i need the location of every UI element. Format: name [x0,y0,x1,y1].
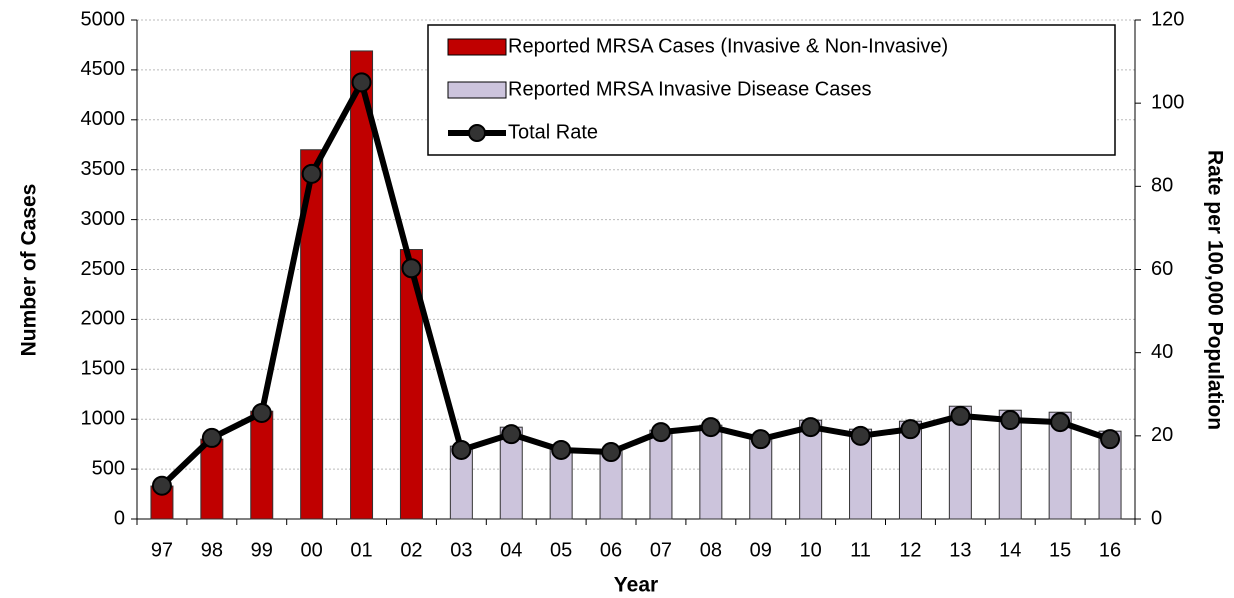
y-tick-label: 2000 [81,308,126,330]
y2-tick-label: 0 [1151,507,1162,529]
rate-marker [401,258,422,279]
x-tick-label: 00 [301,539,323,561]
legend-label: Reported MRSA Cases (Invasive & Non-Inva… [508,35,948,57]
rate-marker [850,425,871,446]
rate-marker [950,405,971,426]
x-tick-label: 07 [650,539,672,561]
rate-marker [800,417,821,438]
legend-swatch [447,81,507,99]
rate-marker [1000,410,1021,431]
y2-tick-label: 100 [1151,91,1184,113]
rate-marker [1050,412,1071,433]
legend-label: Reported MRSA Invasive Disease Cases [508,78,872,100]
rate-marker [750,429,771,450]
x-tick-label: 99 [251,539,273,561]
rate-marker [451,439,472,460]
rate-marker [601,442,622,463]
x-tick-label: 06 [600,539,622,561]
y2-tick-label: 40 [1151,341,1173,363]
bar [300,149,324,520]
x-tick-label: 98 [201,539,223,561]
y-tick-label: 1500 [81,358,126,380]
x-tick-label: 02 [400,539,422,561]
y2-tick-label: 20 [1151,424,1173,446]
bar [350,50,374,520]
legend-box [427,24,1116,156]
y-tick-label: 5000 [81,8,126,30]
x-tick-label: 05 [550,539,572,561]
bar [250,410,274,520]
y-tick-label: 3000 [81,208,126,230]
x-tick-label: 13 [949,539,971,561]
rate-marker [700,417,721,438]
rate-marker [301,163,322,184]
x-tick-label: 01 [350,539,372,561]
bar [649,429,673,520]
y2-tick-label: 120 [1151,8,1184,30]
legend: Reported MRSA Cases (Invasive & Non-Inva… [427,24,1116,156]
y2-tick-label: 60 [1151,258,1173,280]
y-tick-label: 4000 [81,108,126,130]
y-tick-label: 1000 [81,407,126,429]
y-tick-label: 2500 [81,258,126,280]
legend-swatch [447,38,507,56]
rate-marker [1100,429,1121,450]
x-tick-label: 97 [151,539,173,561]
rate-marker [351,72,372,93]
x-axis-title: Year [614,574,658,597]
x-tick-label: 16 [1099,539,1121,561]
y-tick-label: 3500 [81,158,126,180]
rate-marker [900,419,921,440]
rate-marker [251,402,272,423]
y-tick-label: 4500 [81,58,126,80]
x-tick-label: 12 [899,539,921,561]
bar [749,436,773,520]
bar [200,438,224,520]
y-axis-title: Number of Cases [18,184,41,357]
rate-marker [501,424,522,445]
rate-marker [650,422,671,443]
legend-label: Total Rate [508,121,598,143]
x-tick-label: 08 [700,539,722,561]
y-tick-label: 500 [92,457,125,479]
x-tick-label: 03 [450,539,472,561]
x-tick-label: 11 [850,539,871,561]
rate-marker [151,475,172,496]
y-tick-label: 0 [114,507,125,529]
x-tick-label: 04 [500,539,522,561]
x-tick-label: 10 [800,539,822,561]
rate-marker [201,427,222,448]
rate-marker [551,439,572,460]
x-tick-label: 15 [1049,539,1071,561]
y2-tick-label: 80 [1151,175,1173,197]
x-tick-label: 14 [999,539,1021,561]
legend-marker [468,124,486,142]
x-tick-label: 09 [750,539,772,561]
y2-axis-title: Rate per 100,000 Population [1203,150,1226,430]
bar [399,249,423,520]
bar [699,424,723,520]
